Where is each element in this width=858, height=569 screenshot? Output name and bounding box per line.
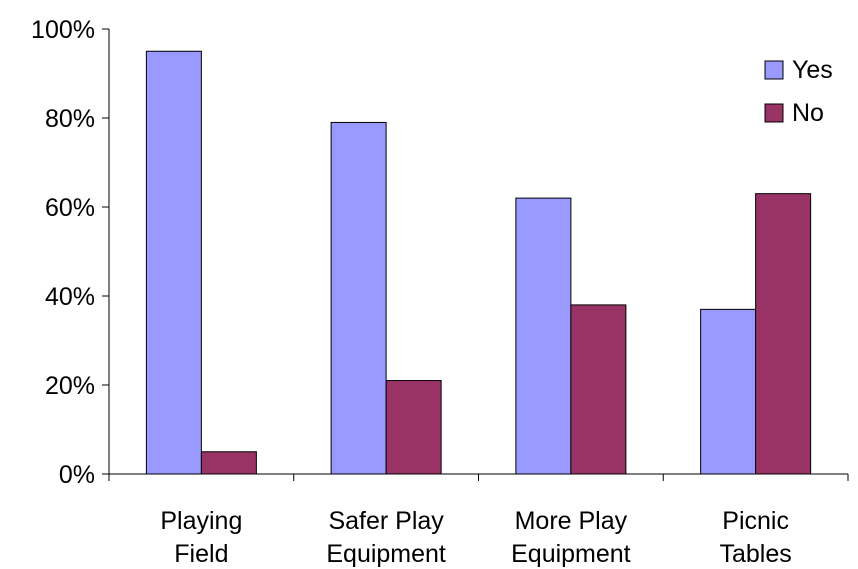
x-category-label: Picnic xyxy=(722,507,789,535)
x-category-label: More Play xyxy=(515,507,628,535)
bar-no-3 xyxy=(755,193,812,475)
y-tick-label: 40% xyxy=(45,283,95,311)
bar-no-1 xyxy=(385,380,442,475)
x-category-label: Equipment xyxy=(326,540,446,568)
x-category-label: Equipment xyxy=(511,540,631,568)
bar-no-2 xyxy=(570,304,627,475)
bar-yes-1 xyxy=(330,121,387,475)
y-axis-ticks: 0% 20% 40% 60% 80% 100% xyxy=(31,16,849,489)
legend-label-yes: Yes xyxy=(792,56,833,84)
x-category-label: Safer Play xyxy=(328,507,444,535)
bar-yes-3 xyxy=(700,308,757,475)
y-tick-label: 0% xyxy=(59,461,95,489)
x-category-label: Tables xyxy=(719,540,791,568)
x-category-label: Playing xyxy=(160,507,242,535)
bar-yes-0 xyxy=(145,50,202,475)
legend-swatch-yes xyxy=(764,60,784,80)
legend-swatch-no xyxy=(764,103,784,123)
legend-label-no: No xyxy=(792,99,824,127)
y-tick-label: 100% xyxy=(31,16,95,44)
x-axis-categories: Playing Field Safer Play Equipment More Play… xyxy=(160,507,791,568)
chart-bars xyxy=(145,50,812,475)
y-tick-label: 80% xyxy=(45,105,95,133)
y-tick-label: 60% xyxy=(45,194,95,222)
legend: Yes No xyxy=(764,56,833,127)
y-tick-label: 20% xyxy=(45,372,95,400)
bar-yes-2 xyxy=(515,197,572,475)
bar-no-0 xyxy=(200,451,257,475)
x-category-label: Field xyxy=(174,540,228,568)
